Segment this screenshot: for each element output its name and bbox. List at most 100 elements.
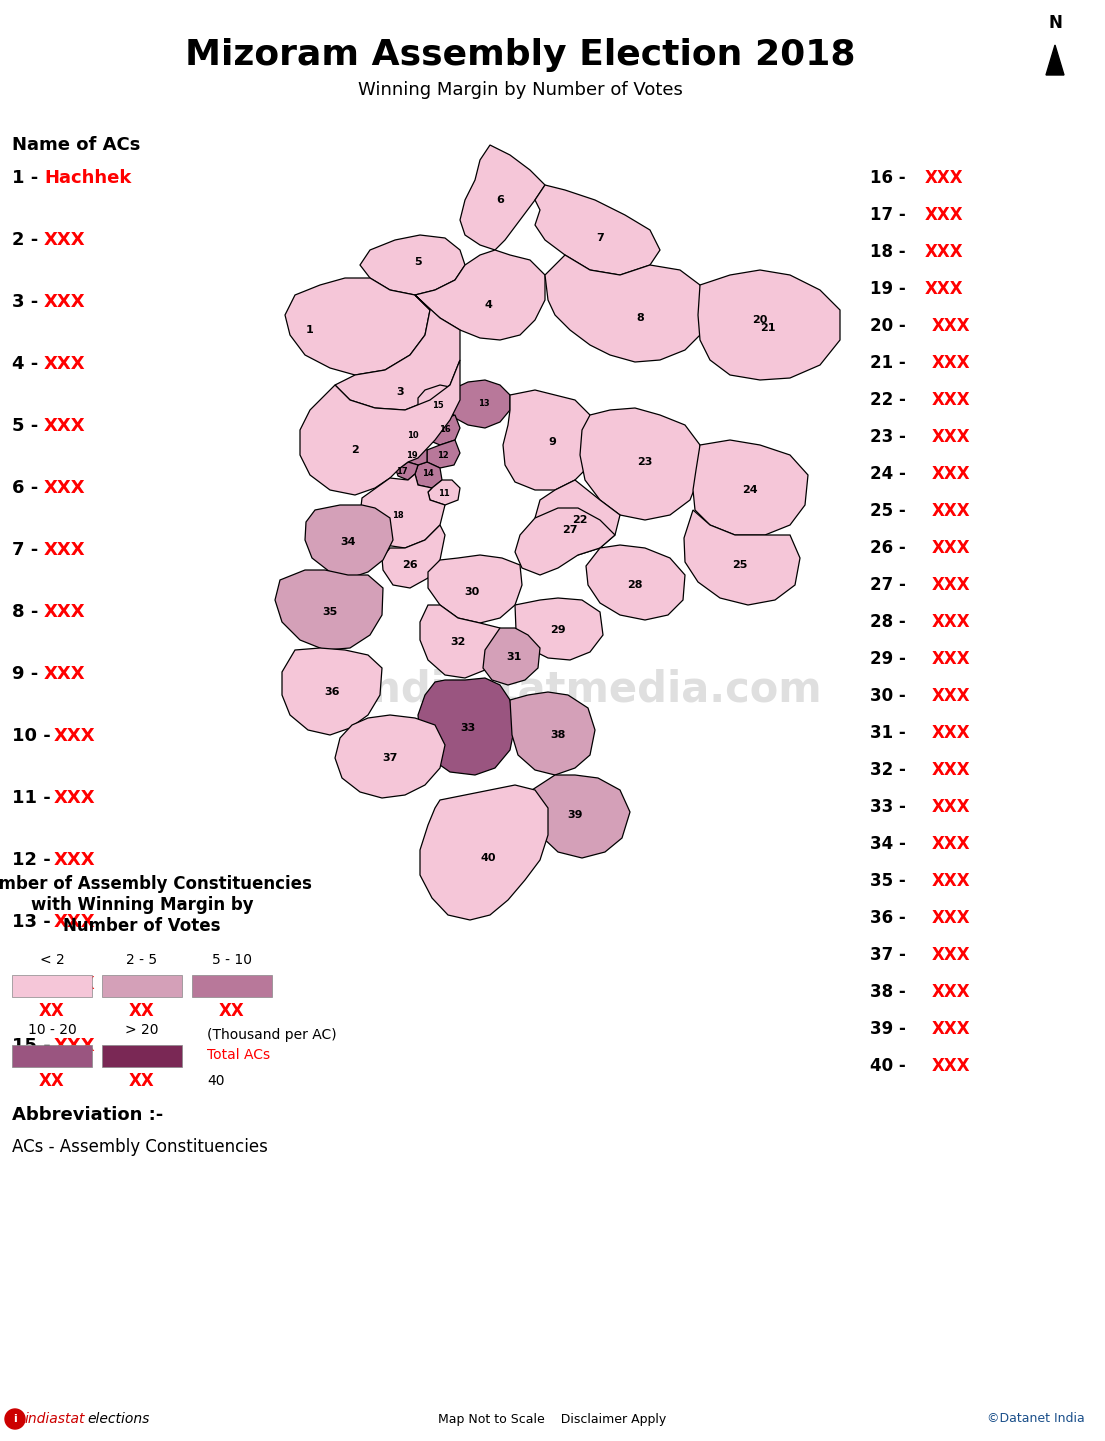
Text: XXX: XXX bbox=[932, 576, 970, 594]
Text: 32 -: 32 - bbox=[870, 761, 912, 780]
Text: 21: 21 bbox=[760, 323, 776, 333]
Polygon shape bbox=[450, 380, 511, 428]
Polygon shape bbox=[420, 785, 548, 919]
Polygon shape bbox=[420, 605, 499, 679]
Text: ACs - Assembly Constituencies: ACs - Assembly Constituencies bbox=[12, 1138, 267, 1156]
Text: 32: 32 bbox=[451, 637, 465, 647]
Text: 31 -: 31 - bbox=[870, 723, 912, 742]
Text: 17: 17 bbox=[397, 467, 408, 477]
Polygon shape bbox=[684, 510, 800, 605]
Polygon shape bbox=[535, 184, 660, 275]
Text: XXX: XXX bbox=[932, 1058, 970, 1075]
Bar bbox=[102, 1045, 182, 1066]
Text: XXX: XXX bbox=[54, 790, 96, 807]
Text: XXX: XXX bbox=[932, 687, 970, 705]
Text: > 20: > 20 bbox=[125, 1023, 159, 1038]
Text: 2: 2 bbox=[351, 445, 359, 455]
Text: XXX: XXX bbox=[44, 354, 85, 373]
Text: XXX: XXX bbox=[925, 169, 964, 187]
Text: ©Datanet India: ©Datanet India bbox=[987, 1412, 1085, 1425]
Text: N: N bbox=[1048, 14, 1062, 32]
Text: 28: 28 bbox=[628, 579, 643, 589]
Text: XXX: XXX bbox=[932, 983, 970, 1001]
Text: 17 -: 17 - bbox=[870, 206, 912, 223]
Text: 20 -: 20 - bbox=[870, 317, 912, 334]
Text: XXX: XXX bbox=[932, 723, 970, 742]
Text: XXX: XXX bbox=[54, 976, 96, 993]
Polygon shape bbox=[428, 480, 460, 504]
Polygon shape bbox=[427, 440, 460, 468]
Text: XXX: XXX bbox=[932, 761, 970, 780]
Text: 14: 14 bbox=[422, 468, 434, 477]
Text: elections: elections bbox=[87, 1412, 149, 1427]
Text: 28 -: 28 - bbox=[870, 612, 912, 631]
Text: 11 -: 11 - bbox=[12, 790, 57, 807]
Text: XX: XX bbox=[219, 1001, 245, 1020]
Text: 37: 37 bbox=[382, 754, 398, 762]
Text: XXX: XXX bbox=[44, 231, 85, 249]
Text: 30: 30 bbox=[464, 586, 480, 597]
Text: 30 -: 30 - bbox=[870, 687, 912, 705]
Circle shape bbox=[6, 1409, 25, 1429]
Text: 29 -: 29 - bbox=[870, 650, 912, 669]
Polygon shape bbox=[408, 418, 440, 445]
Text: 15 -: 15 - bbox=[12, 1038, 57, 1055]
Text: 36: 36 bbox=[324, 687, 339, 697]
Text: 26: 26 bbox=[402, 561, 418, 571]
Text: XXX: XXX bbox=[932, 501, 970, 520]
Text: Mizoram Assembly Election 2018: Mizoram Assembly Election 2018 bbox=[185, 37, 855, 72]
Text: 12 -: 12 - bbox=[12, 852, 57, 869]
Text: 40 -: 40 - bbox=[870, 1058, 912, 1075]
Text: XXX: XXX bbox=[932, 1020, 970, 1038]
Text: Map Not to Scale    Disclaimer Apply: Map Not to Scale Disclaimer Apply bbox=[438, 1412, 666, 1425]
Text: 5 -: 5 - bbox=[12, 416, 44, 435]
Text: 4: 4 bbox=[484, 300, 492, 310]
Text: 34 -: 34 - bbox=[870, 834, 912, 853]
Text: 27 -: 27 - bbox=[870, 576, 912, 594]
Text: 8: 8 bbox=[636, 313, 644, 323]
Text: Total ACs: Total ACs bbox=[207, 1048, 270, 1062]
Polygon shape bbox=[275, 571, 383, 650]
Text: 25: 25 bbox=[733, 561, 748, 571]
Polygon shape bbox=[483, 628, 540, 684]
Text: 1: 1 bbox=[306, 326, 314, 334]
Text: (Thousand per AC): (Thousand per AC) bbox=[207, 1027, 337, 1042]
Text: XXX: XXX bbox=[932, 317, 970, 334]
Text: 29: 29 bbox=[550, 625, 566, 635]
Text: 22 -: 22 - bbox=[870, 391, 912, 409]
Text: 40: 40 bbox=[481, 853, 496, 863]
Text: XXX: XXX bbox=[44, 664, 85, 683]
Text: 19 -: 19 - bbox=[870, 280, 912, 298]
Polygon shape bbox=[693, 440, 808, 535]
Text: XXX: XXX bbox=[932, 909, 970, 927]
Polygon shape bbox=[418, 385, 460, 419]
Polygon shape bbox=[586, 545, 685, 620]
Polygon shape bbox=[530, 775, 630, 857]
Text: XXX: XXX bbox=[932, 650, 970, 669]
Text: < 2: < 2 bbox=[40, 953, 64, 967]
Text: 5: 5 bbox=[414, 256, 422, 267]
Text: 37 -: 37 - bbox=[870, 945, 912, 964]
Text: 24: 24 bbox=[743, 486, 758, 496]
Text: 10 - 20: 10 - 20 bbox=[28, 1023, 76, 1038]
Text: 7 -: 7 - bbox=[12, 540, 44, 559]
Text: 14 -: 14 - bbox=[12, 976, 57, 993]
Text: Hachhek: Hachhek bbox=[44, 169, 131, 187]
Polygon shape bbox=[460, 146, 545, 249]
Polygon shape bbox=[396, 463, 418, 480]
Text: 10 -: 10 - bbox=[12, 728, 57, 745]
Polygon shape bbox=[299, 360, 460, 496]
Polygon shape bbox=[382, 525, 445, 588]
Polygon shape bbox=[515, 509, 615, 575]
Text: XXX: XXX bbox=[932, 428, 970, 447]
Text: XXX: XXX bbox=[925, 244, 964, 261]
Text: 11: 11 bbox=[438, 488, 450, 497]
Polygon shape bbox=[335, 295, 460, 411]
Text: Winning Margin by Number of Votes: Winning Margin by Number of Votes bbox=[358, 81, 683, 99]
Bar bbox=[102, 976, 182, 997]
Text: 1 -: 1 - bbox=[12, 169, 44, 187]
Text: XXX: XXX bbox=[932, 834, 970, 853]
Polygon shape bbox=[535, 480, 620, 555]
Text: 38 -: 38 - bbox=[870, 983, 912, 1001]
Polygon shape bbox=[415, 463, 442, 488]
